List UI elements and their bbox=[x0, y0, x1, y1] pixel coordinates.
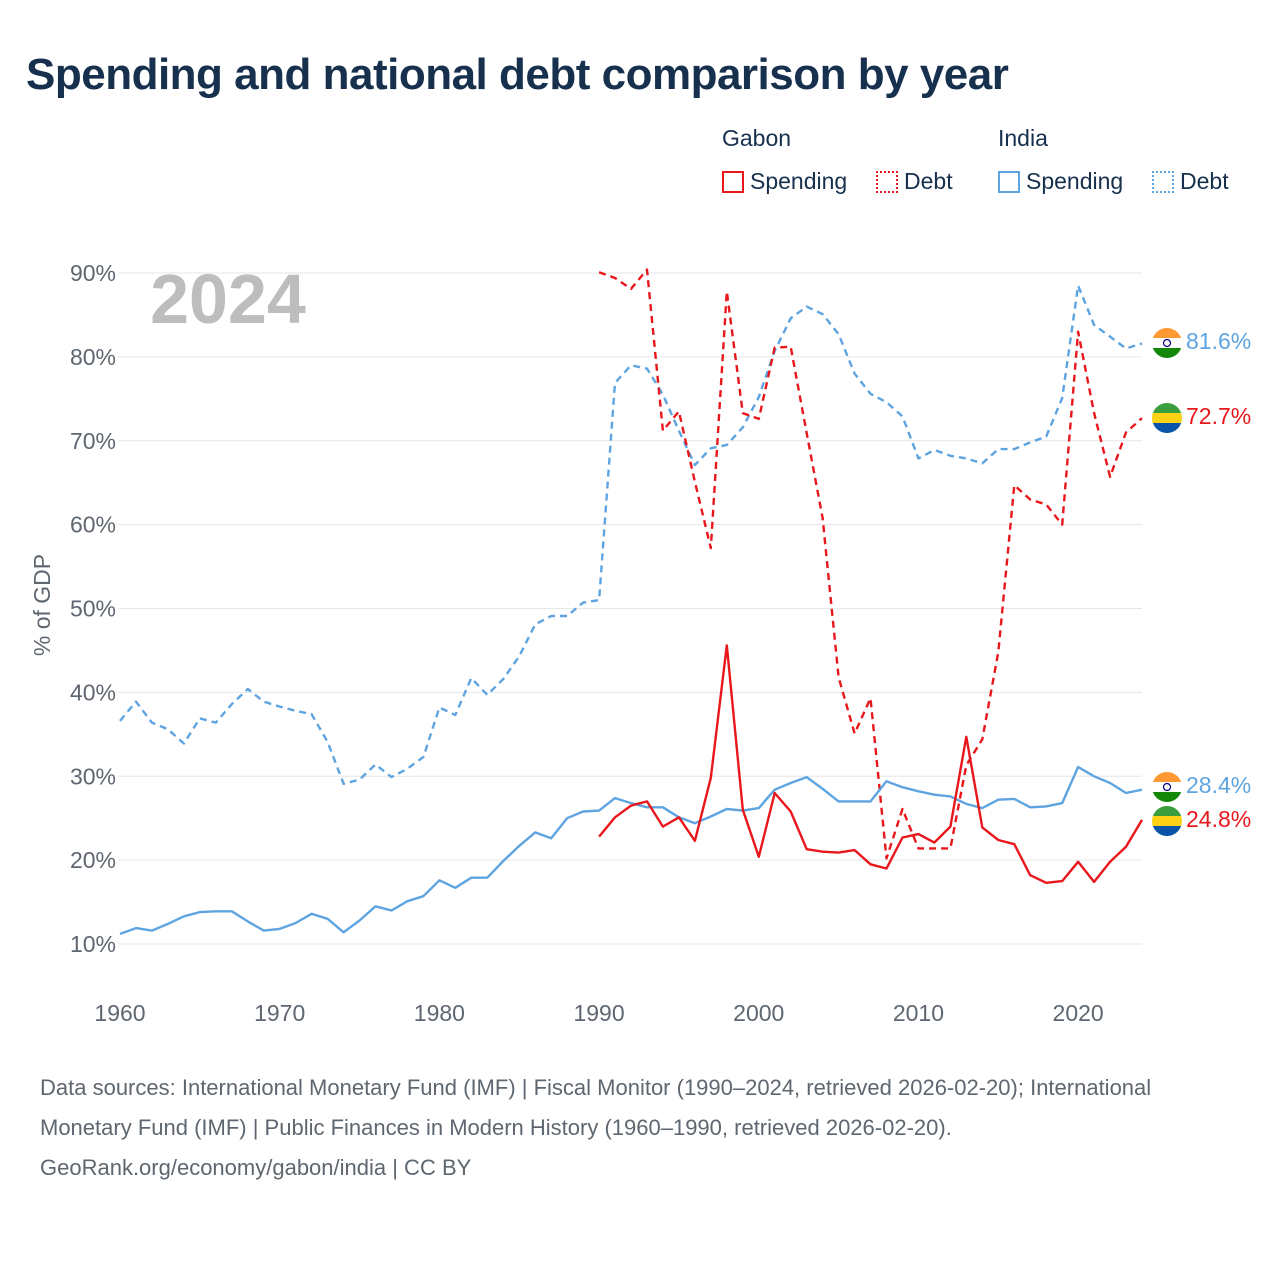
legend-label: Spending bbox=[1026, 168, 1124, 194]
y-tick-label: 20% bbox=[70, 847, 116, 873]
legend-group-gabon: Gabon bbox=[722, 125, 792, 151]
series-gabon-debt bbox=[598, 268, 1143, 860]
end-label-india-spending: 28.4% bbox=[1186, 772, 1251, 798]
year-watermark: 2024 bbox=[150, 260, 306, 338]
x-tick-label: 2010 bbox=[893, 1000, 944, 1026]
y-tick-label: 70% bbox=[70, 428, 116, 454]
series-india-spending bbox=[119, 765, 1143, 936]
gabon-flag-icon bbox=[1152, 403, 1182, 433]
footer: Data sources: International Monetary Fun… bbox=[40, 1068, 1240, 1188]
legend-solid-swatch-icon bbox=[998, 170, 1020, 193]
legend-label: Debt bbox=[1180, 168, 1229, 194]
x-tick-label: 1970 bbox=[254, 1000, 305, 1026]
line-chart: 10% 20% 30% 40% 50% 60% 70% 80% 90% 1960 1970 1980… bbox=[29, 260, 1251, 1026]
credit-link[interactable]: GeoRank.org/economy/gabon/india | CC BY bbox=[40, 1155, 472, 1180]
legend-label: Debt bbox=[904, 168, 953, 194]
y-tick-label: 90% bbox=[70, 260, 116, 286]
series-india-debt bbox=[119, 284, 1143, 785]
y-axis-label: % of GDP bbox=[29, 554, 55, 656]
end-label-india-debt: 81.6% bbox=[1186, 328, 1251, 354]
legend-gabon-spending[interactable]: Spending bbox=[722, 168, 847, 195]
x-tick-label: 2000 bbox=[733, 1000, 784, 1026]
legend-group-india: India bbox=[998, 125, 1048, 151]
india-flag-icon bbox=[1152, 328, 1182, 358]
y-tick-label: 50% bbox=[70, 596, 116, 622]
x-tick-label: 1980 bbox=[414, 1000, 465, 1026]
y-tick-label: 30% bbox=[70, 763, 116, 789]
y-tick-label: 80% bbox=[70, 344, 116, 370]
end-label-gabon-debt: 72.7% bbox=[1186, 403, 1251, 429]
y-tick-label: 60% bbox=[70, 512, 116, 538]
gabon-flag-icon bbox=[1152, 806, 1182, 836]
legend-gabon-debt[interactable]: Debt bbox=[876, 168, 953, 195]
legend-solid-swatch-icon bbox=[722, 170, 744, 193]
y-tick-label: 10% bbox=[70, 931, 116, 957]
legend-dashed-swatch-icon bbox=[876, 170, 898, 193]
data-sources: Data sources: International Monetary Fun… bbox=[40, 1075, 1152, 1140]
chart-title: Spending and national debt comparison by… bbox=[26, 50, 1009, 99]
x-tick-label: 1990 bbox=[573, 1000, 624, 1026]
end-label-gabon-spending: 24.8% bbox=[1186, 806, 1251, 832]
y-tick-label: 40% bbox=[70, 679, 116, 705]
x-tick-label: 2020 bbox=[1053, 1000, 1104, 1026]
legend-india-spending[interactable]: Spending bbox=[998, 168, 1123, 195]
legend-label: Spending bbox=[750, 168, 848, 194]
x-tick-label: 1960 bbox=[94, 1000, 145, 1026]
legend-india-debt[interactable]: Debt bbox=[1152, 168, 1229, 195]
series-gabon-spending bbox=[598, 644, 1144, 884]
legend-dashed-swatch-icon bbox=[1152, 170, 1174, 193]
india-flag-icon bbox=[1152, 772, 1182, 802]
